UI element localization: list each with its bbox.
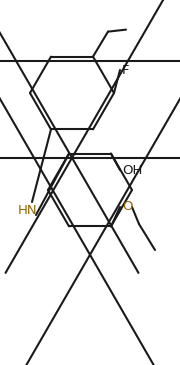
Text: HN: HN bbox=[18, 204, 38, 216]
Text: OH: OH bbox=[122, 164, 142, 177]
Text: F: F bbox=[122, 64, 129, 77]
Text: O: O bbox=[122, 200, 132, 214]
